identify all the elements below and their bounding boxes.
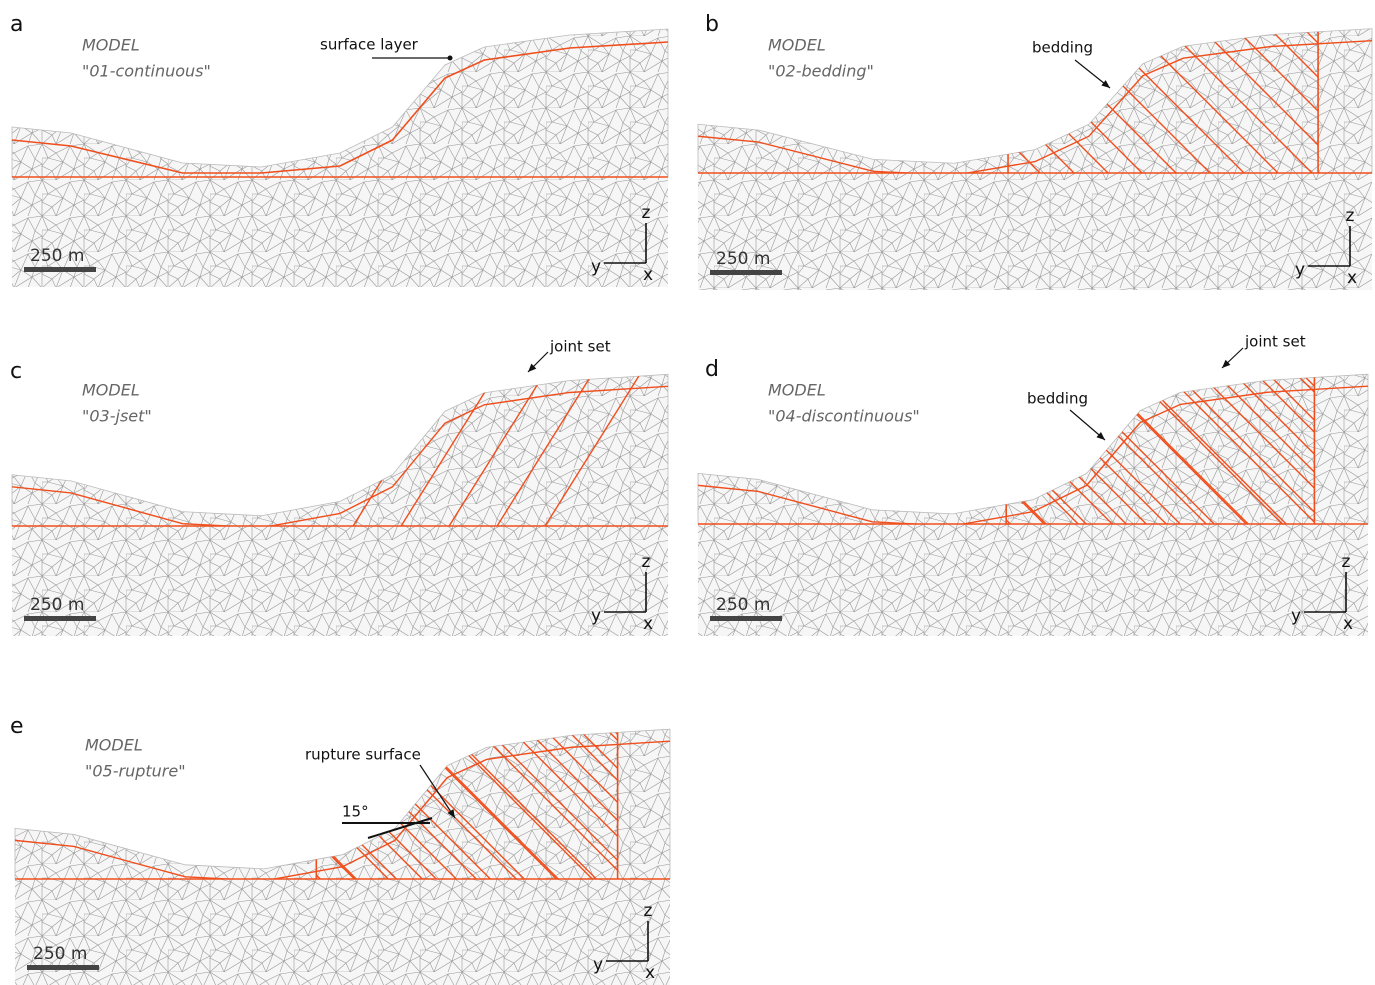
annotation: joint set	[1244, 333, 1306, 351]
mesh-lower	[698, 173, 1372, 290]
axis-x-label: x	[645, 963, 655, 983]
annotation: bedding	[1027, 390, 1088, 408]
axis-z-label: z	[642, 203, 651, 223]
panel-label: b	[705, 12, 719, 37]
scale-bar	[710, 270, 782, 275]
annotation: bedding	[1032, 39, 1093, 57]
joint-line	[882, 360, 1046, 524]
model-name: "02-bedding"	[768, 62, 874, 81]
panel: a MODEL "01-continuous" surface layer 250 m z…	[10, 12, 668, 287]
mesh-lower	[12, 526, 668, 636]
panel-label: e	[10, 714, 24, 739]
bedding-line	[190, 715, 354, 879]
scale-bar	[24, 267, 96, 272]
axis-z-label: z	[1346, 206, 1355, 226]
annotation: 15°	[342, 803, 369, 821]
model-name: "05-rupture"	[85, 762, 186, 781]
bedding-line	[848, 15, 1006, 173]
bedding-line	[914, 360, 1078, 524]
axis-y-label: y	[591, 257, 601, 277]
mesh-lower	[698, 524, 1368, 636]
panel-label: c	[10, 359, 22, 384]
model-title: MODEL	[82, 381, 140, 400]
scale-label: 250 m	[30, 246, 84, 266]
axis-x-label: x	[643, 614, 653, 634]
scale-label: 250 m	[30, 595, 84, 615]
axis-z-label: z	[642, 552, 651, 572]
bedding-line	[258, 715, 422, 879]
scale-label: 250 m	[716, 249, 770, 269]
annotation: surface layer	[320, 36, 419, 54]
joint-line	[842, 360, 1006, 524]
panel: b MODEL "02-bedding" bedding 250 m z y x	[698, 12, 1375, 290]
bedding-line	[948, 360, 1112, 524]
scale-bar	[24, 616, 96, 621]
model-title: MODEL	[85, 736, 143, 755]
axis-x-label: x	[1343, 614, 1353, 634]
axis-z-label: z	[1342, 552, 1351, 572]
mesh-lower	[12, 177, 668, 287]
axis-y-label: y	[593, 955, 603, 975]
model-title: MODEL	[768, 36, 826, 55]
scale-label: 250 m	[33, 944, 87, 964]
joint-line	[152, 715, 316, 879]
pointer-dot	[448, 56, 453, 61]
axis-z-label: z	[644, 901, 653, 921]
bedding-line	[224, 715, 388, 879]
scale-bar	[710, 616, 782, 621]
bedding-line	[846, 360, 1010, 524]
figure: a MODEL "01-continuous" surface layer 250 m z…	[0, 0, 1375, 985]
model-name: "04-discontinuous"	[768, 407, 920, 426]
arrow-head	[1101, 80, 1110, 88]
joint-line	[232, 715, 396, 879]
scale-label: 250 m	[716, 595, 770, 615]
panel: d MODEL "04-discontinuous" bedding joint set…	[698, 333, 1375, 637]
model-name: "03-jset"	[82, 407, 152, 426]
annotation: rupture surface	[305, 746, 421, 764]
joint-line	[922, 360, 1086, 524]
annotation: joint set	[549, 338, 611, 356]
panel-label: d	[705, 357, 719, 382]
model-title: MODEL	[82, 36, 140, 55]
mesh-lower	[15, 879, 670, 985]
axis-x-label: x	[643, 265, 653, 285]
axis-x-label: x	[1347, 268, 1357, 288]
model-title: MODEL	[768, 381, 826, 400]
axis-y-label: y	[591, 606, 601, 626]
model-name: "01-continuous"	[82, 62, 211, 81]
axis-y-label: y	[1291, 606, 1301, 626]
bedding-line	[156, 715, 320, 879]
joint-line	[192, 715, 356, 879]
panel-label: a	[10, 12, 23, 37]
bedding-line	[882, 15, 1040, 173]
panel: e MODEL "05-rupture" rupture surface 15° 250 …	[10, 714, 762, 985]
axis-y-label: y	[1295, 260, 1305, 280]
scale-bar	[27, 965, 99, 970]
panel: c MODEL "03-jset" joint set 250 m z y x	[10, 338, 668, 637]
bedding-line	[880, 360, 1044, 524]
